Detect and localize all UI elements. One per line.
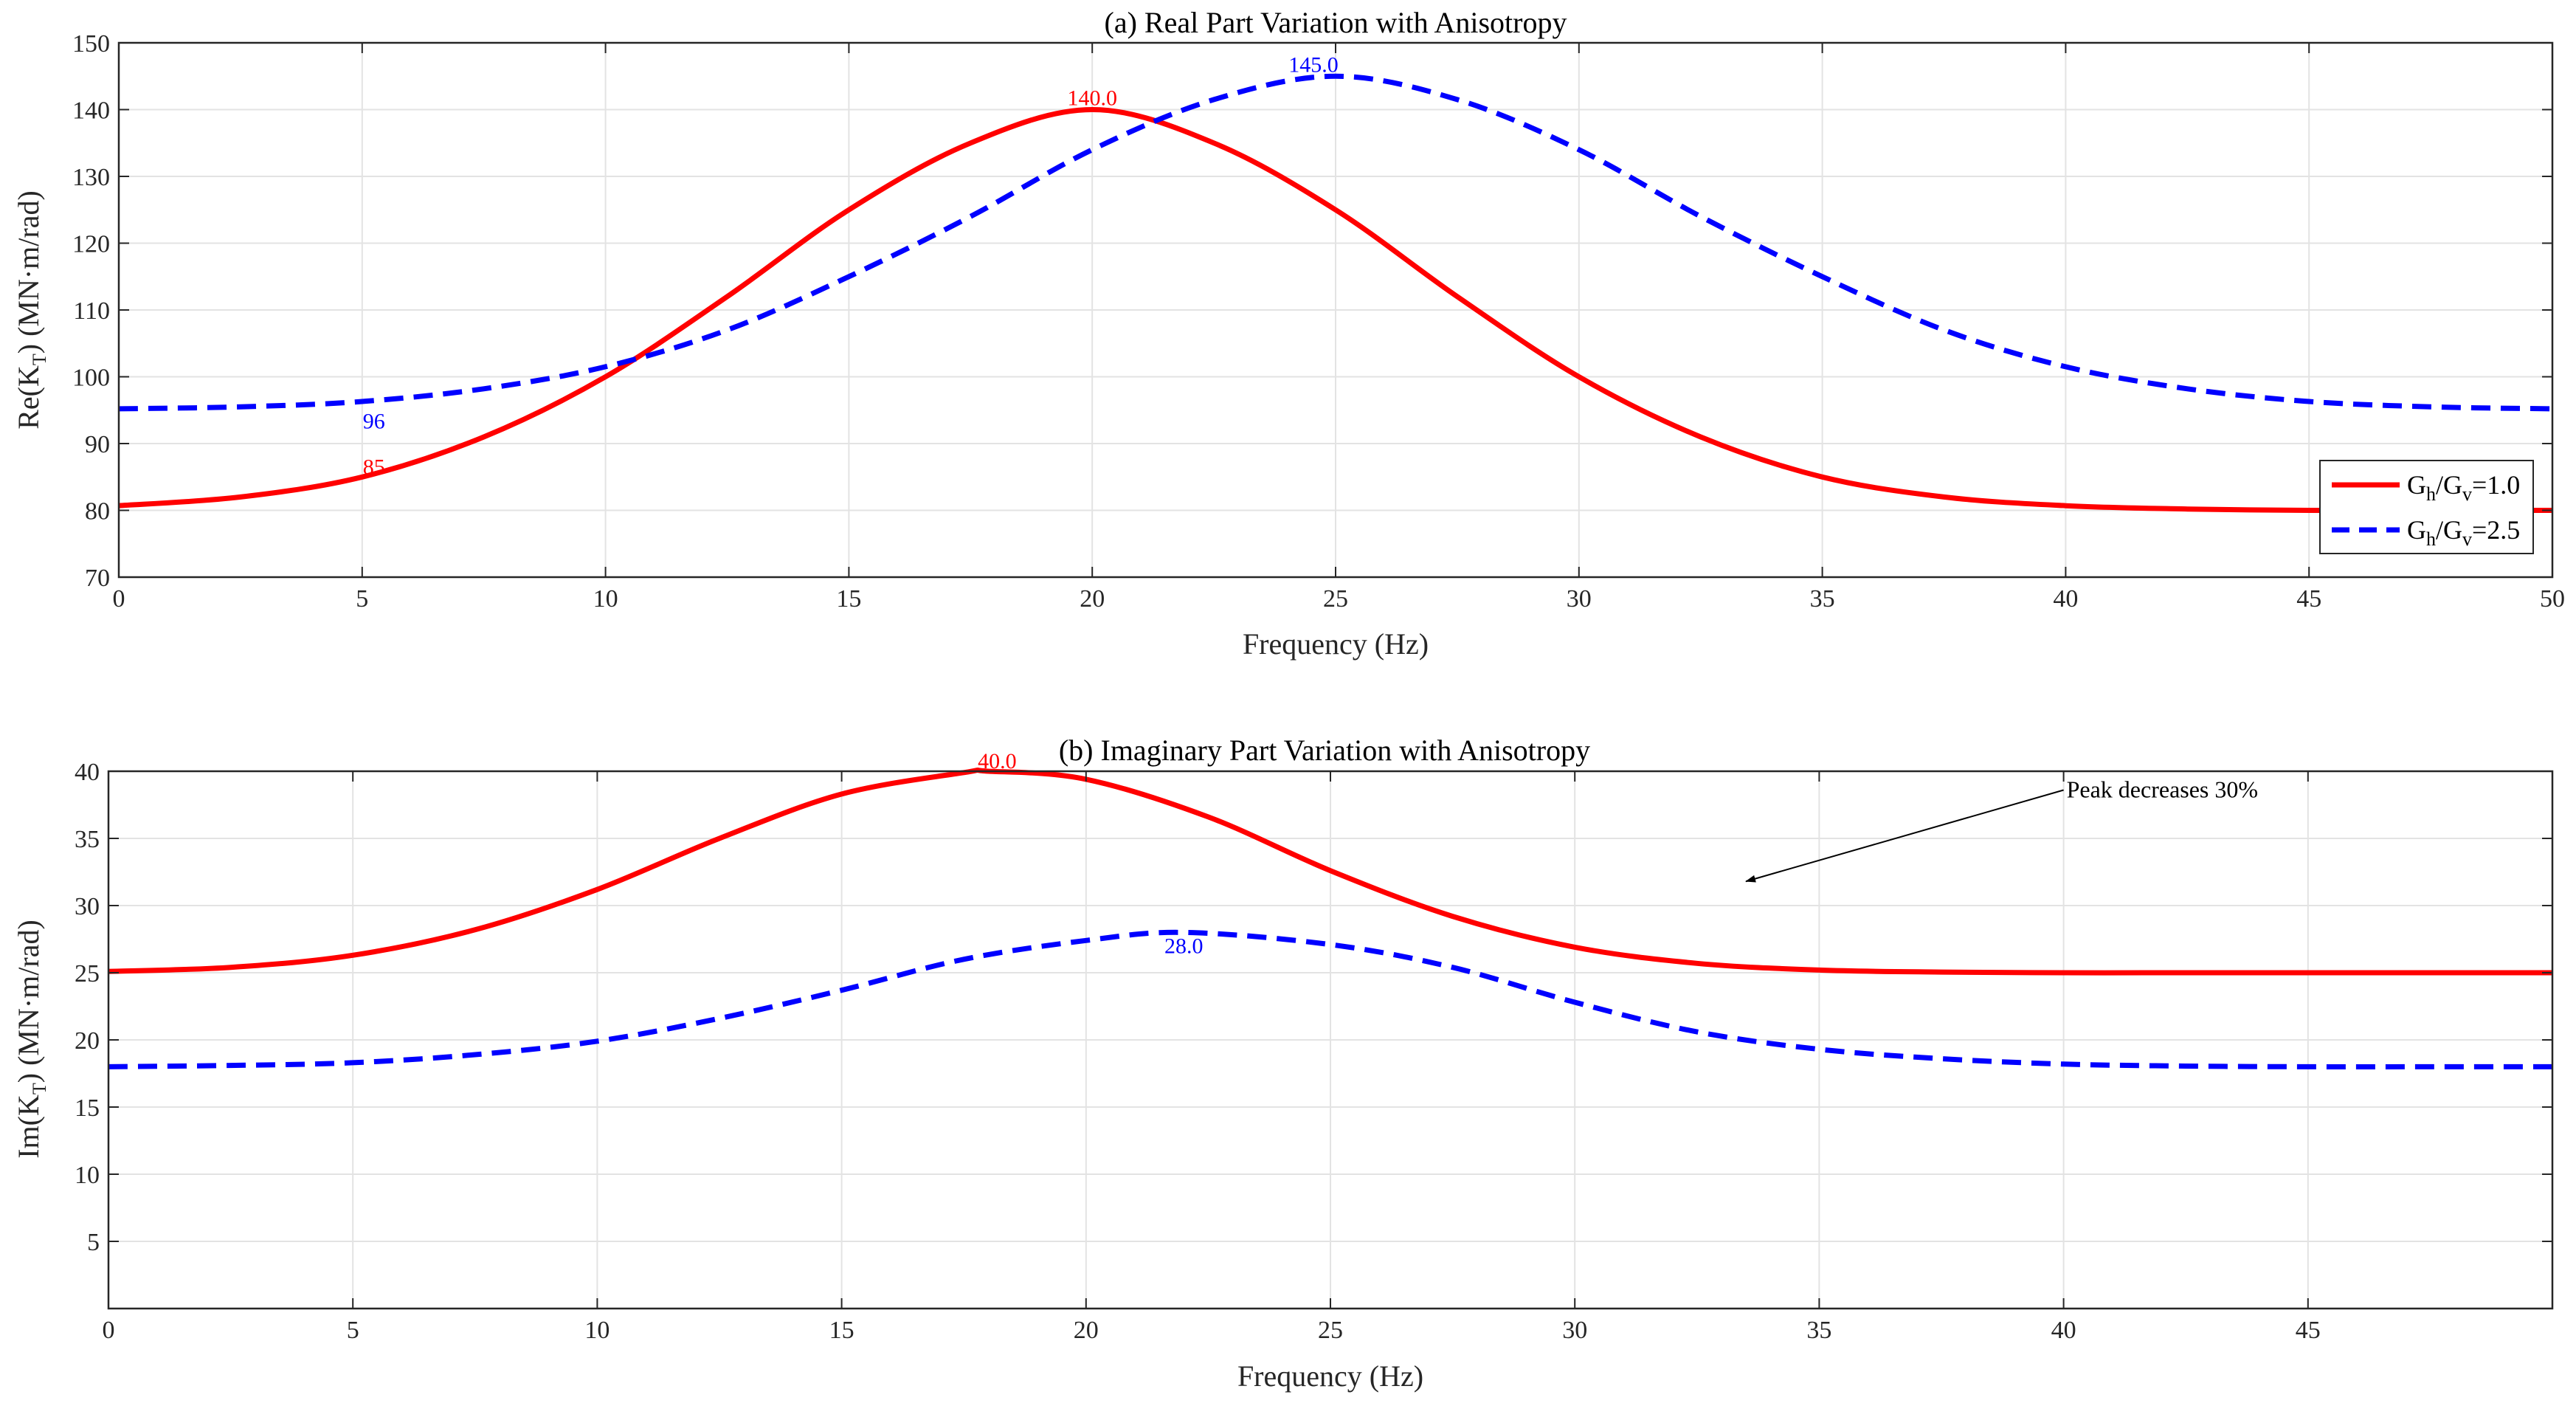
- x-tick-label-b: 10: [584, 1317, 610, 1344]
- data-label-a: 96: [363, 410, 385, 434]
- x-tick-label-a: 50: [2540, 585, 2565, 613]
- panel-a: 0 5 10 15 20 25 30 35 40 45 50 70 80 90 100 110 120 130 14…: [12, 6, 2565, 661]
- x-tick-label-a: 35: [1810, 585, 1835, 613]
- x-tick-label-b: 5: [347, 1317, 359, 1344]
- series-line-a-dashed: [118, 73, 2553, 412]
- x-tick-label-a: 5: [356, 585, 368, 613]
- annotation-arrow: [1745, 789, 2064, 883]
- data-label-b: 40.0: [978, 749, 1017, 773]
- y-tick-label-a: 80: [85, 498, 110, 525]
- y-tick-label-a: 140: [72, 97, 110, 125]
- y-axis-title-a: Re(KT) (MN·m/rad): [12, 190, 50, 430]
- data-label-a: 140.0: [1067, 86, 1117, 111]
- ticks-a: 0 5 10 15 20 25 30 35 40 45 50 70 80 90 100 110 120 130 14…: [72, 30, 2565, 613]
- annotations-a: 140.0 145.0 96 85: [363, 52, 1339, 479]
- series-line-a-solid: [118, 107, 2552, 514]
- y-tick-label-b: 40: [75, 759, 100, 786]
- y-tick-label-b: 5: [87, 1229, 100, 1256]
- legend-box: [2319, 460, 2534, 554]
- x-tick-label-a: 30: [1567, 585, 1592, 613]
- data-label-b: 28.0: [1164, 934, 1204, 958]
- annotations-b: 40.0 28.0 Peak decreases 30%: [978, 749, 2258, 958]
- y-tick-label-b: 20: [75, 1027, 100, 1055]
- x-tick-label-b: 25: [1318, 1317, 1343, 1344]
- x-tick-label-b: 20: [1074, 1317, 1099, 1344]
- panel-b: 0 5 10 15 20 25 30 35 40 45 5 10 15 20 25 30 35 40 40.0 28…: [12, 734, 2554, 1393]
- series-group-b: [108, 767, 2552, 1069]
- x-tick-label-a: 15: [836, 585, 861, 613]
- y-tick-label-a: 120: [72, 231, 110, 258]
- y-tick-label-a: 110: [73, 297, 110, 325]
- x-tick-label-b: 30: [1562, 1317, 1587, 1344]
- x-tick-label-a: 20: [1080, 585, 1105, 613]
- x-tick-label-a: 25: [1323, 585, 1348, 613]
- y-tick-label-a: 150: [72, 30, 110, 58]
- chart-title-a: (a) Real Part Variation with Anisotropy: [1105, 6, 1567, 39]
- x-tick-label-b: 40: [2051, 1317, 2076, 1344]
- y-tick-label-b: 15: [75, 1095, 100, 1122]
- x-axis-title-a: Frequency (Hz): [1243, 627, 1429, 661]
- data-label-a: 145.0: [1288, 52, 1339, 77]
- x-tick-label-b: 45: [2296, 1317, 2321, 1344]
- ticks-b: 0 5 10 15 20 25 30 35 40 45 5 10 15 20 25 30 35 40: [75, 759, 2552, 1344]
- y-tick-label-b: 35: [75, 826, 100, 853]
- chart-title-b: (b) Imaginary Part Variation with Anisot…: [1059, 734, 1590, 767]
- y-tick-label-b: 10: [75, 1162, 100, 1189]
- x-tick-label-a: 40: [2053, 585, 2078, 613]
- legend: Gh/Gv=1.0 Gh/Gv=2.5: [2319, 460, 2534, 554]
- series-line-b-solid: [108, 767, 2552, 976]
- y-tick-label-a: 70: [85, 565, 110, 592]
- x-tick-label-a: 45: [2296, 585, 2321, 613]
- legend-label-2: Gh/Gv=2.5: [2407, 515, 2520, 550]
- x-tick-label-b: 0: [103, 1317, 115, 1344]
- x-tick-label-b: 15: [829, 1317, 854, 1344]
- series-group-a: [118, 73, 2553, 514]
- x-tick-label-a: 10: [593, 585, 618, 613]
- y-tick-label-b: 25: [75, 960, 100, 987]
- annotation-peak-decrease: Peak decreases 30%: [2067, 776, 2258, 802]
- legend-label-1: Gh/Gv=1.0: [2407, 470, 2520, 505]
- x-tick-label-b: 35: [1806, 1317, 1831, 1344]
- y-axis-title-b: Im(KT) (MN·m/rad): [12, 920, 50, 1159]
- y-tick-label-a: 100: [72, 365, 110, 392]
- y-tick-label-a: 90: [85, 431, 110, 458]
- y-tick-label-a: 130: [72, 164, 110, 191]
- data-label-a: 85: [363, 455, 385, 479]
- x-tick-label-a: 0: [113, 585, 125, 613]
- y-tick-label-b: 30: [75, 893, 100, 920]
- x-axis-title-b: Frequency (Hz): [1237, 1359, 1423, 1393]
